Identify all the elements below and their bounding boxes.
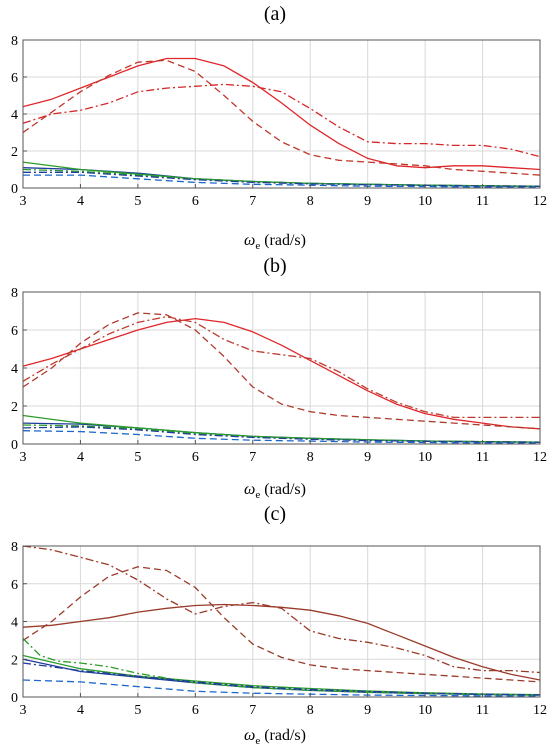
x-tick-label: 6 bbox=[192, 450, 199, 465]
chart-panel: (b) 3 4 5 6 7 8 9 10 11 12 0 2 4 6 8 ωe (rad/s) bbox=[11, 255, 547, 501]
x-axis-label: ωe (rad/s) bbox=[244, 727, 306, 747]
y-tick-label: 2 bbox=[11, 145, 18, 160]
x-tick-label: 11 bbox=[476, 194, 489, 209]
x-tick-label: 3 bbox=[20, 194, 27, 209]
series-line bbox=[22, 317, 541, 430]
series-line bbox=[22, 662, 541, 696]
x-tick-label: 4 bbox=[77, 450, 84, 465]
series-line bbox=[22, 59, 541, 176]
y-tick-label: 8 bbox=[11, 34, 18, 49]
x-axis-symbol: ω bbox=[244, 481, 255, 498]
series-line bbox=[22, 316, 540, 419]
x-axis-label: ωe (rad/s) bbox=[244, 232, 306, 252]
y-tick-label: 8 bbox=[11, 286, 18, 301]
x-axis-unit: (rad/s) bbox=[260, 727, 306, 744]
series-line bbox=[22, 430, 541, 444]
series-line bbox=[22, 603, 541, 681]
x-tick-label: 10 bbox=[418, 703, 432, 718]
x-tick-label: 5 bbox=[134, 703, 141, 718]
x-axis-unit: (rad/s) bbox=[260, 481, 306, 498]
x-tick-label: 7 bbox=[249, 450, 256, 465]
x-tick-label: 6 bbox=[192, 194, 199, 209]
chart-panel: (a) 3 4 5 6 7 8 9 10 11 12 0 2 4 6 8 ωe (rad/s) bbox=[11, 3, 547, 252]
x-tick-label: 8 bbox=[307, 194, 314, 209]
x-tick-label: 5 bbox=[134, 194, 141, 209]
x-tick-label: 11 bbox=[476, 703, 489, 718]
y-tick-label: 6 bbox=[11, 324, 18, 339]
x-axis-unit: (rad/s) bbox=[260, 232, 306, 249]
x-axis-symbol: ω bbox=[244, 232, 255, 249]
x-axis-symbol: ω bbox=[244, 727, 255, 744]
x-tick-label: 9 bbox=[364, 194, 371, 209]
series-line bbox=[22, 679, 541, 697]
x-tick-label: 8 bbox=[307, 450, 314, 465]
x-tick-label: 12 bbox=[533, 194, 547, 209]
panel-label: (a) bbox=[264, 3, 286, 25]
y-tick-label: 0 bbox=[11, 438, 18, 453]
x-tick-label: 3 bbox=[20, 703, 27, 718]
x-tick-label: 7 bbox=[249, 703, 256, 718]
x-tick-label: 12 bbox=[533, 450, 547, 465]
series-line bbox=[22, 566, 541, 683]
series-line bbox=[22, 658, 541, 696]
y-tick-label: 2 bbox=[11, 653, 18, 668]
x-tick-label: 9 bbox=[364, 450, 371, 465]
y-tick-label: 8 bbox=[11, 540, 18, 555]
series-line bbox=[23, 171, 541, 187]
series-line bbox=[22, 424, 541, 443]
series-line bbox=[22, 57, 541, 171]
y-tick-label: 4 bbox=[11, 616, 18, 631]
panel-label: (c) bbox=[264, 503, 286, 525]
x-tick-label: 6 bbox=[192, 703, 199, 718]
x-tick-label: 8 bbox=[307, 703, 314, 718]
y-tick-label: 6 bbox=[11, 71, 18, 86]
series-line bbox=[22, 312, 541, 430]
y-tick-label: 4 bbox=[11, 362, 18, 377]
x-tick-label: 7 bbox=[249, 194, 256, 209]
x-tick-label: 12 bbox=[533, 703, 547, 718]
x-axis-label: ωe (rad/s) bbox=[244, 481, 306, 501]
y-tick-label: 0 bbox=[11, 182, 18, 197]
series-line bbox=[22, 83, 541, 158]
y-tick-label: 4 bbox=[11, 108, 18, 123]
x-tick-label: 4 bbox=[77, 703, 84, 718]
y-tick-label: 6 bbox=[11, 578, 18, 593]
panel-label: (b) bbox=[263, 255, 286, 277]
x-tick-label: 11 bbox=[476, 450, 489, 465]
series-line bbox=[23, 174, 541, 188]
x-tick-label: 5 bbox=[134, 450, 141, 465]
series-line bbox=[22, 545, 541, 674]
y-tick-label: 2 bbox=[11, 400, 18, 415]
series-line bbox=[22, 426, 541, 443]
x-axis-subscript: e bbox=[255, 240, 260, 252]
x-tick-label: 3 bbox=[20, 450, 27, 465]
x-tick-label: 10 bbox=[418, 194, 432, 209]
x-axis-subscript: e bbox=[255, 735, 260, 747]
series-line bbox=[22, 168, 541, 187]
x-tick-label: 4 bbox=[77, 194, 84, 209]
x-tick-label: 10 bbox=[418, 450, 432, 465]
x-axis-subscript: e bbox=[255, 489, 260, 501]
x-tick-label: 9 bbox=[364, 703, 371, 718]
y-tick-label: 0 bbox=[11, 691, 18, 706]
